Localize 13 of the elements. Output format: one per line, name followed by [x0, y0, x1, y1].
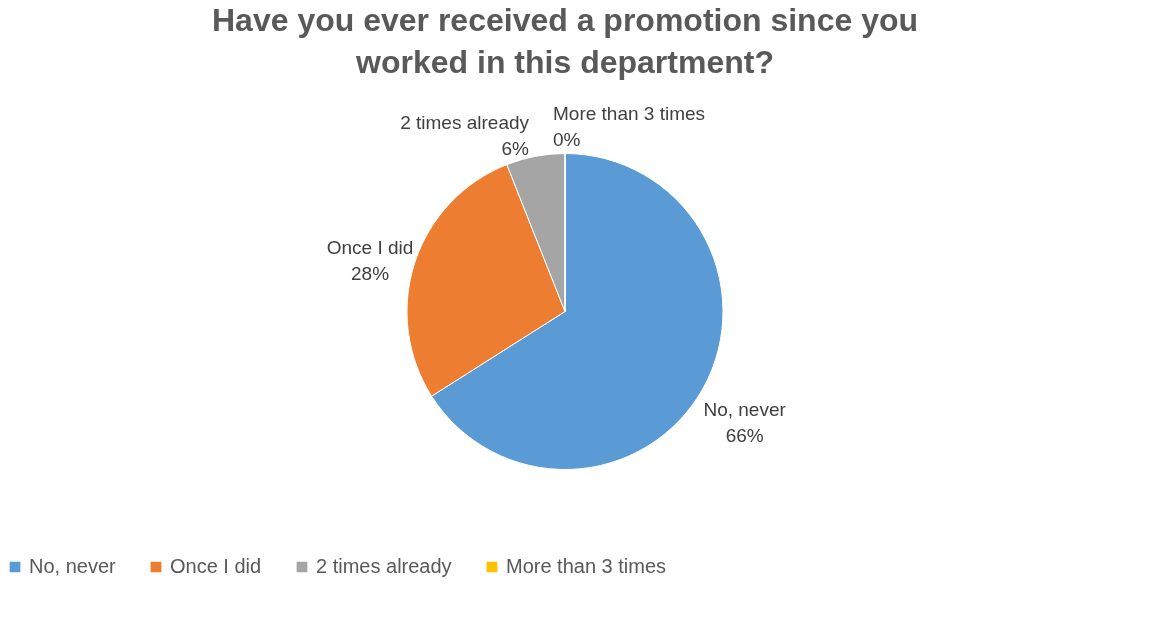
chart-title: Have you ever received a promotion since you worked in this department? — [211, 2, 919, 80]
slice-label: No, never — [703, 399, 787, 421]
slice-label: Once I did — [326, 237, 414, 259]
data-label: 28% — [351, 263, 390, 285]
slice-label: 2 times already — [400, 111, 530, 133]
legend-label: 2 times already — [316, 555, 452, 577]
legend-label: No, never — [29, 555, 117, 577]
data-label: 6% — [501, 137, 530, 159]
text: 0% — [553, 128, 581, 150]
legend-label: Once I did — [170, 555, 262, 577]
data-label: 66% — [725, 425, 764, 447]
category-label: More than 3 times — [553, 102, 706, 124]
legend-label: More than 3 times — [506, 555, 667, 577]
